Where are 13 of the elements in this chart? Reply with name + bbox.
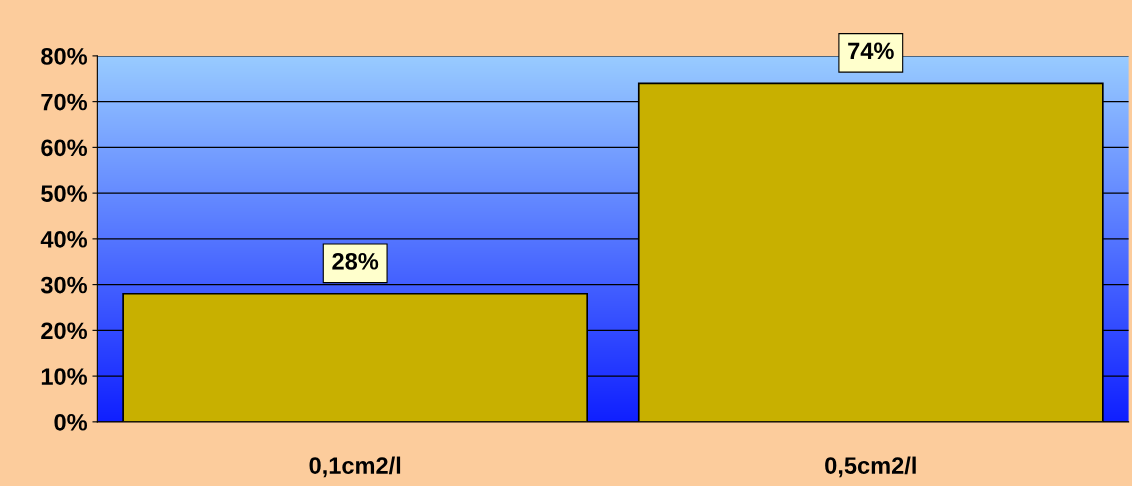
x-tick-label: 0,5cm2/l (825, 456, 916, 478)
y-tick-label: 0% (54, 413, 88, 431)
y-tick-label: 20% (41, 322, 88, 340)
y-tick-label: 10% (41, 368, 88, 385)
y-tick-label: 40% (40, 230, 88, 248)
y-tick-label: 30% (40, 276, 88, 294)
y-tick-label: 50% (41, 185, 88, 202)
y-tick-label: 70% (41, 93, 88, 111)
data-label: 28% (332, 252, 379, 270)
y-tick-label: 60% (41, 139, 88, 157)
data-label: 74% (848, 42, 894, 60)
x-tick-label: 0,1cm2/l (309, 456, 401, 478)
y-tick-label: 80% (41, 47, 88, 65)
